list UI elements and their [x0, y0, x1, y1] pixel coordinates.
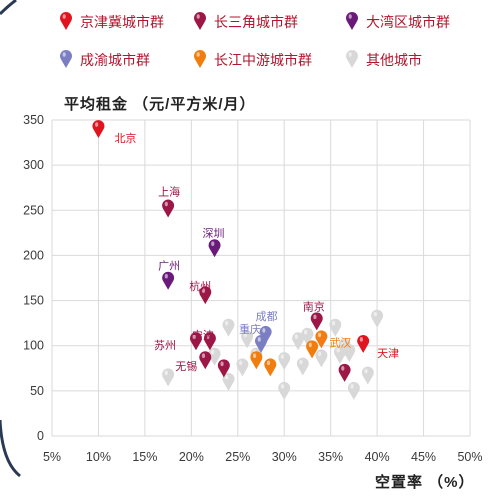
x-tick-label-9: 50%	[457, 450, 482, 464]
x-tick-label-1: 10%	[86, 450, 111, 464]
axis-ticks: 0 50 100 150 200 250 300 350 5% 10% 15% 20% 25% 30% 35…	[23, 113, 482, 464]
legend-marker-middle_yangtze	[194, 50, 207, 68]
point-label-6: 无锡	[175, 359, 197, 373]
x-tick-label-6: 35%	[318, 450, 343, 464]
bottom-left-decoration	[0, 419, 21, 478]
point-other-8	[278, 381, 291, 400]
x-tick-label-8: 45%	[411, 450, 436, 464]
point-yangtze_delta-2	[203, 332, 216, 351]
legend-item-yangtze_delta: 长三角城市群	[194, 12, 298, 30]
x-tick-label-3: 20%	[179, 450, 204, 464]
point-other-2	[222, 318, 235, 337]
point-label-8: 深圳	[203, 227, 225, 240]
point-other-7	[278, 352, 291, 371]
y-tick-label-5: 250	[23, 203, 44, 217]
point-chengyu-1	[255, 334, 267, 353]
point-other-17	[361, 366, 374, 385]
point-other-3	[236, 358, 249, 377]
point-label-5: 苏州	[154, 339, 176, 352]
legend-item-chengyu: 成渝城市群	[60, 50, 150, 68]
y-tick-label-4: 200	[23, 248, 44, 262]
point-label-4: 宁波	[192, 328, 214, 342]
legend-label-yangtze_delta: 长三角城市群	[214, 14, 298, 30]
y-tick-label-2: 100	[23, 339, 44, 353]
point-other-10	[296, 357, 309, 376]
point-other-13	[329, 318, 342, 337]
point-other-1	[208, 347, 221, 366]
x-tick-label-5: 30%	[272, 450, 297, 464]
point-label-12: 武汉	[329, 336, 351, 349]
point-middle_yangtze-3	[250, 351, 263, 370]
point-yangtze_delta-4	[199, 351, 212, 370]
y-tick-label-6: 300	[23, 158, 44, 172]
legend-item-greater_bay: 大湾区城市群	[346, 12, 450, 30]
gridlines	[51, 119, 471, 437]
legend-marker-chengyu	[60, 50, 72, 68]
point-other-19	[338, 338, 351, 357]
y-tick-label-0: 0	[37, 429, 44, 443]
point-yangtze_delta-0	[162, 199, 175, 218]
point-other-16	[347, 381, 360, 400]
point-other-6	[222, 372, 235, 391]
point-greater_bay-1	[162, 271, 175, 290]
point-beijing_tianjin-1	[357, 334, 370, 353]
point-other-9	[292, 332, 305, 351]
legend-label-greater_bay: 大湾区城市群	[366, 14, 450, 30]
point-label-1: 天津	[377, 347, 399, 360]
x-tick-label-2: 15%	[132, 450, 157, 464]
x-axis-title: 空置率 （%）	[375, 473, 475, 491]
y-tick-label-7: 350	[23, 113, 44, 127]
point-other-12	[315, 349, 328, 368]
point-label-3: 杭州	[189, 279, 211, 293]
point-middle_yangtze-0	[315, 330, 328, 349]
x-tick-label-4: 25%	[225, 450, 250, 464]
legend-item-middle_yangtze: 长江中游城市群	[194, 50, 312, 68]
legend-label-beijing_tianjin: 京津冀城市群	[80, 14, 164, 30]
point-greater_bay-0	[208, 239, 221, 258]
point-middle_yangtze-2	[264, 358, 277, 377]
point-chengyu-0	[259, 325, 272, 344]
point-yangtze_delta-6	[310, 312, 323, 331]
point-middle_yangtze-1	[306, 340, 319, 359]
point-label-7: 南京	[303, 299, 325, 313]
legend-label-chengyu: 成渝城市群	[80, 52, 150, 68]
y-axis-title: 平均租金 （元/平方米/月）	[64, 95, 256, 113]
point-label-0: 北京	[114, 131, 136, 145]
legend-item-beijing_tianjin: 京津冀城市群	[60, 12, 164, 30]
legend-marker-beijing_tianjin	[60, 12, 72, 30]
top-left-decoration	[0, 0, 17, 16]
x-tick-label-0: 5%	[43, 450, 61, 464]
x-tick-label-7: 40%	[365, 450, 390, 464]
point-other-18	[371, 309, 384, 328]
point-yangtze_delta-1	[199, 286, 212, 305]
point-other-4	[241, 330, 254, 349]
point-label-10: 成都	[256, 310, 278, 323]
point-other-0	[162, 368, 175, 387]
y-tick-label-1: 50	[30, 384, 44, 398]
legend-label-other: 其他城市	[366, 52, 422, 68]
legend-marker-other	[346, 50, 358, 68]
point-label-11: 重庆	[239, 322, 261, 336]
point-label-9: 广州	[158, 260, 180, 273]
point-yangtze_delta-7	[338, 363, 351, 382]
y-tick-label-3: 150	[23, 294, 44, 308]
legend-marker-yangtze_delta	[194, 12, 206, 30]
point-other-11	[301, 327, 314, 346]
point-label-2: 上海	[158, 185, 180, 199]
legend-item-other: 其他城市	[346, 50, 422, 68]
point-yangtze_delta-5	[217, 359, 230, 378]
point-yangtze_delta-3	[189, 332, 202, 351]
data-points	[92, 120, 384, 400]
legend-label-middle_yangtze: 长江中游城市群	[214, 52, 312, 68]
legend-marker-greater_bay	[346, 12, 358, 30]
point-beijing_tianjin-0	[92, 120, 105, 139]
